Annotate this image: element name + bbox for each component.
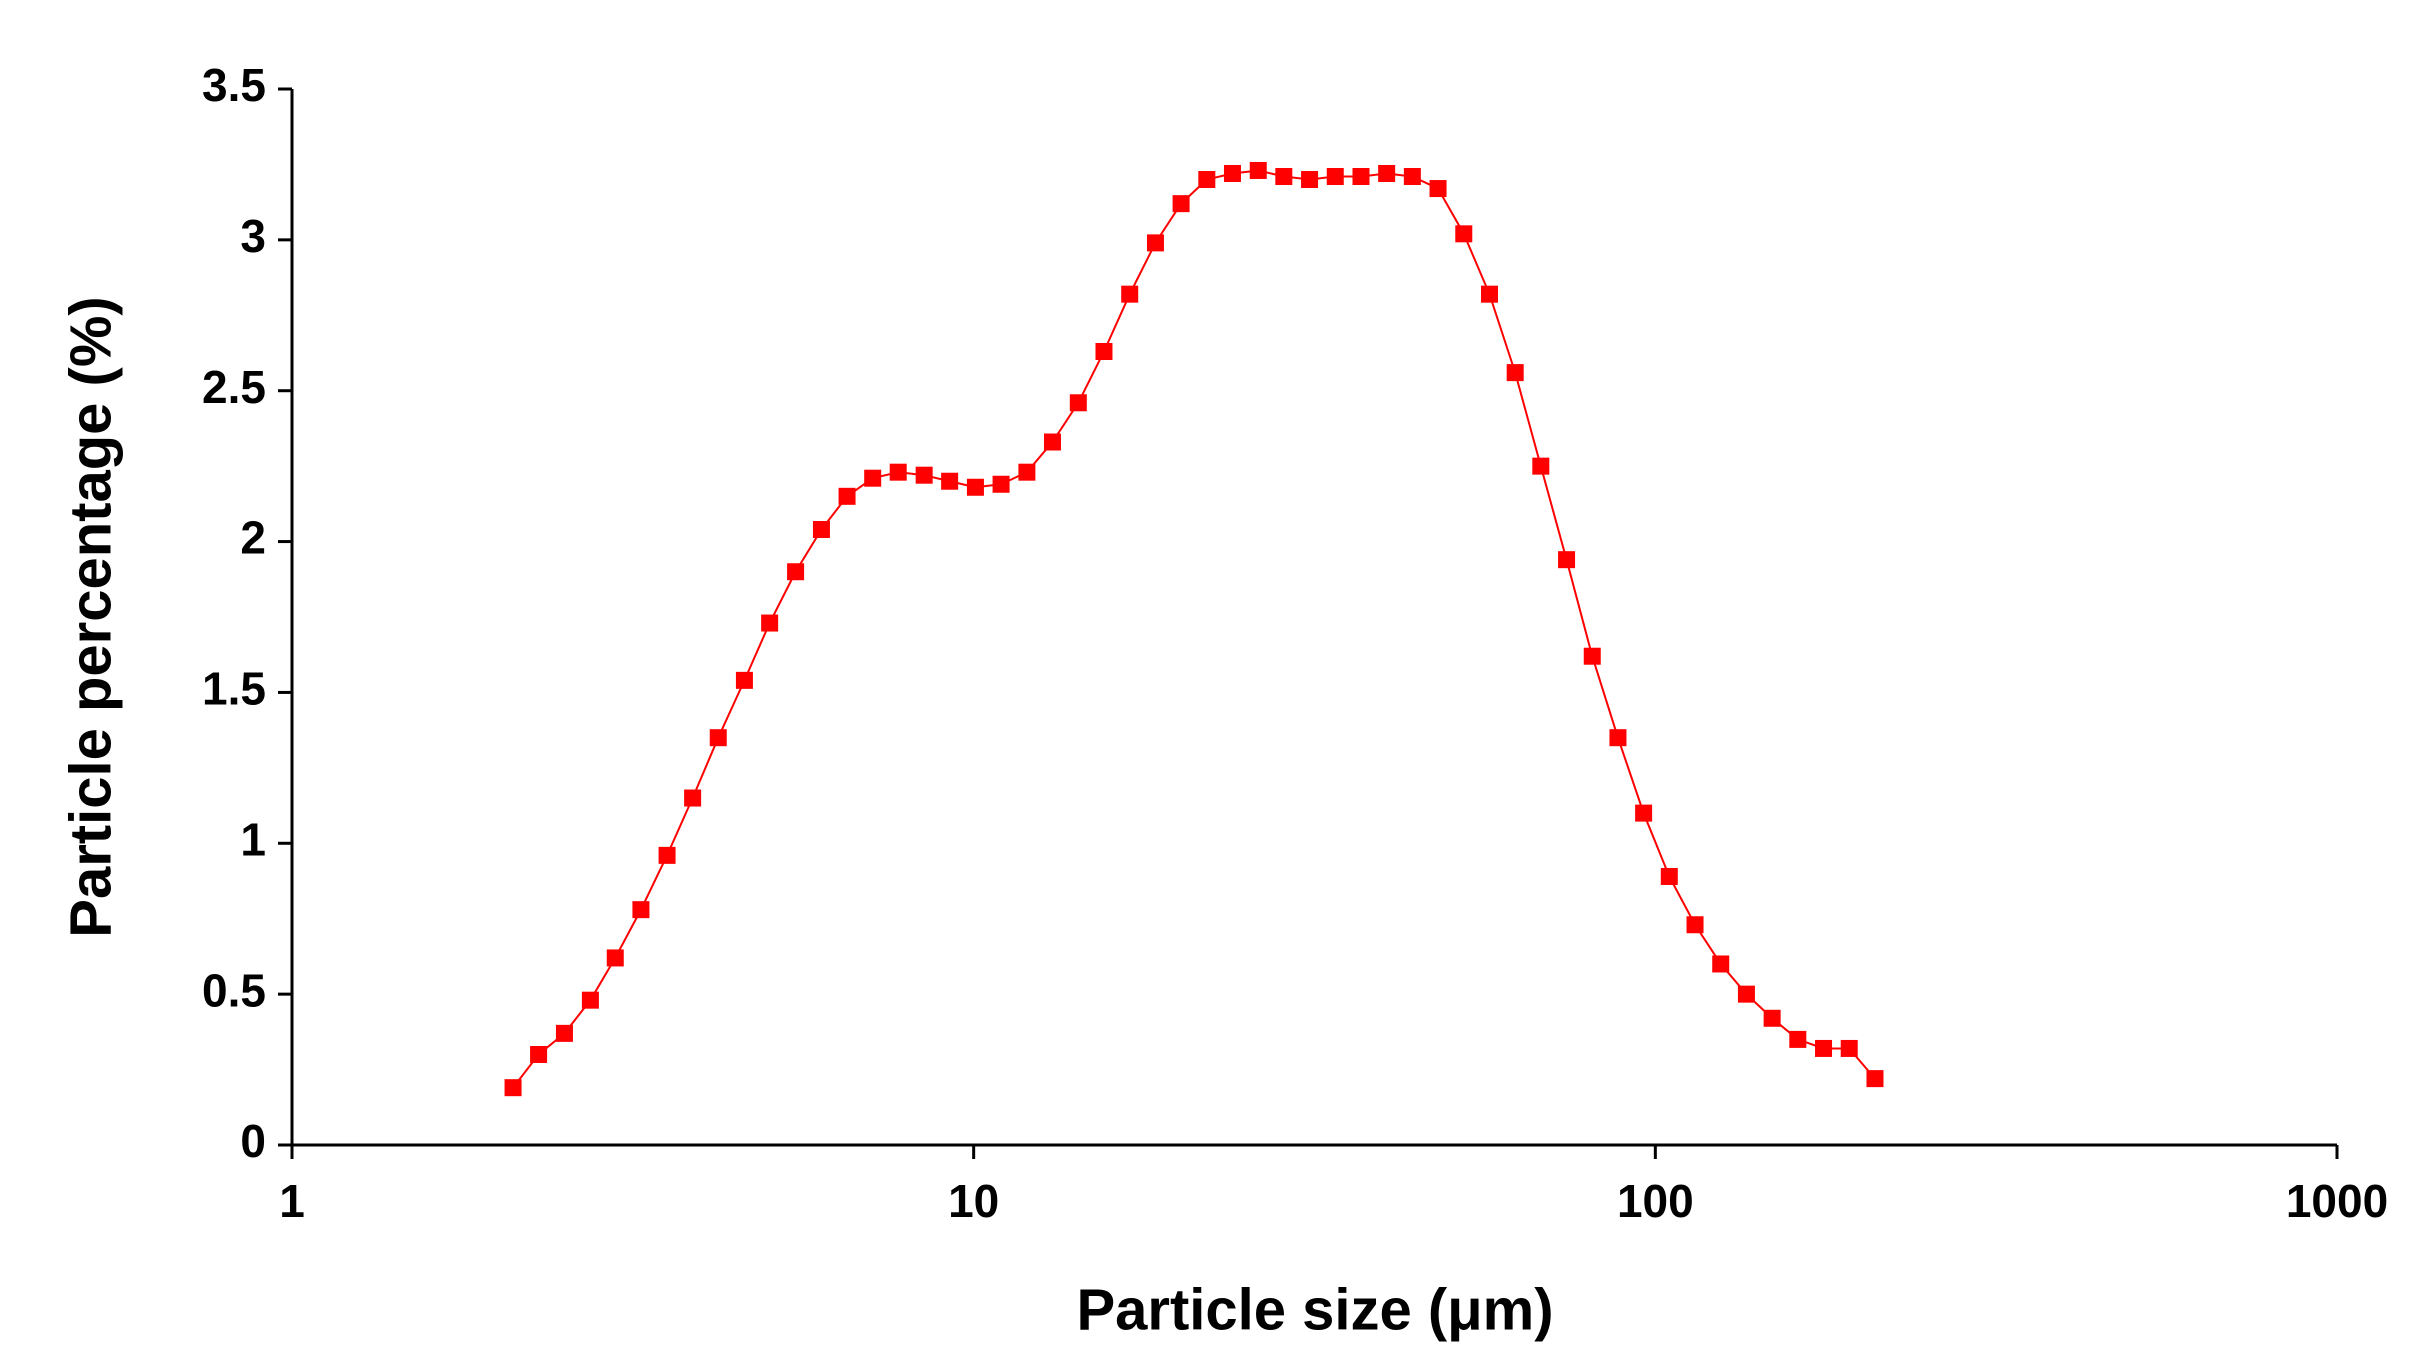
data-point <box>1172 195 1190 213</box>
data-point <box>504 1079 522 1097</box>
data-point <box>1378 164 1396 182</box>
y-tick-label: 3 <box>240 210 266 262</box>
y-tick-label: 1 <box>240 813 266 865</box>
data-point <box>658 846 676 864</box>
data-point <box>530 1045 548 1063</box>
data-point <box>1095 342 1113 360</box>
data-point <box>1660 867 1678 885</box>
data-point <box>1043 433 1061 451</box>
y-tick-label: 0.5 <box>202 964 266 1016</box>
data-point <box>1635 804 1653 822</box>
y-tick-label: 0 <box>240 1115 266 1167</box>
data-point <box>555 1024 573 1042</box>
data-point <box>787 563 805 581</box>
data-point <box>1866 1070 1884 1088</box>
data-point <box>1121 285 1139 303</box>
series-line <box>512 169 1876 1089</box>
data-point <box>992 475 1010 493</box>
data-point <box>581 991 599 1009</box>
data-point <box>1609 729 1627 747</box>
data-point <box>1301 171 1319 189</box>
data-point <box>1403 167 1421 185</box>
data-point <box>889 463 907 481</box>
x-tick-label: 10 <box>948 1175 999 1227</box>
data-point <box>1480 285 1498 303</box>
data-point <box>838 487 856 505</box>
y-tick-label: 1.5 <box>202 663 266 715</box>
x-axis-title: Particle size (μm) <box>1076 1277 1553 1342</box>
data-point <box>915 466 933 484</box>
data-point <box>1763 1009 1781 1027</box>
data-point <box>966 478 984 496</box>
data-point <box>1583 647 1601 665</box>
data-point <box>812 521 830 539</box>
x-tick-label: 1 <box>279 1175 305 1227</box>
y-axis-title: Particle percentage (%) <box>58 296 123 937</box>
data-point <box>1352 167 1370 185</box>
data-point <box>735 671 753 689</box>
data-point <box>1146 234 1164 252</box>
data-point <box>864 469 882 487</box>
data-point <box>1455 225 1473 243</box>
y-tick-label: 2.5 <box>202 361 266 413</box>
data-point <box>632 901 650 919</box>
data-point <box>1737 985 1755 1003</box>
data-point <box>1815 1039 1833 1057</box>
data-point <box>1712 955 1730 973</box>
y-tick-label: 3.5 <box>202 59 266 111</box>
data-point <box>761 614 779 632</box>
data-point <box>1249 161 1267 179</box>
data-point <box>1018 463 1036 481</box>
x-tick-label: 100 <box>1617 1175 1694 1227</box>
data-point <box>1429 180 1447 198</box>
data-point <box>1506 364 1524 382</box>
data-point <box>1558 551 1576 569</box>
data-point <box>1840 1039 1858 1057</box>
data-point <box>709 729 727 747</box>
data-point <box>606 949 624 967</box>
y-tick-label: 2 <box>240 512 266 564</box>
data-point <box>1223 164 1241 182</box>
data-point <box>1686 916 1704 934</box>
data-point <box>1275 167 1293 185</box>
data-point <box>941 472 959 490</box>
data-point <box>1069 394 1087 412</box>
data-point <box>1326 167 1344 185</box>
data-point <box>1532 457 1550 475</box>
data-point <box>684 789 702 807</box>
data-point <box>1198 171 1216 189</box>
data-point <box>1789 1030 1807 1048</box>
x-tick-label: 1000 <box>2286 1175 2388 1227</box>
